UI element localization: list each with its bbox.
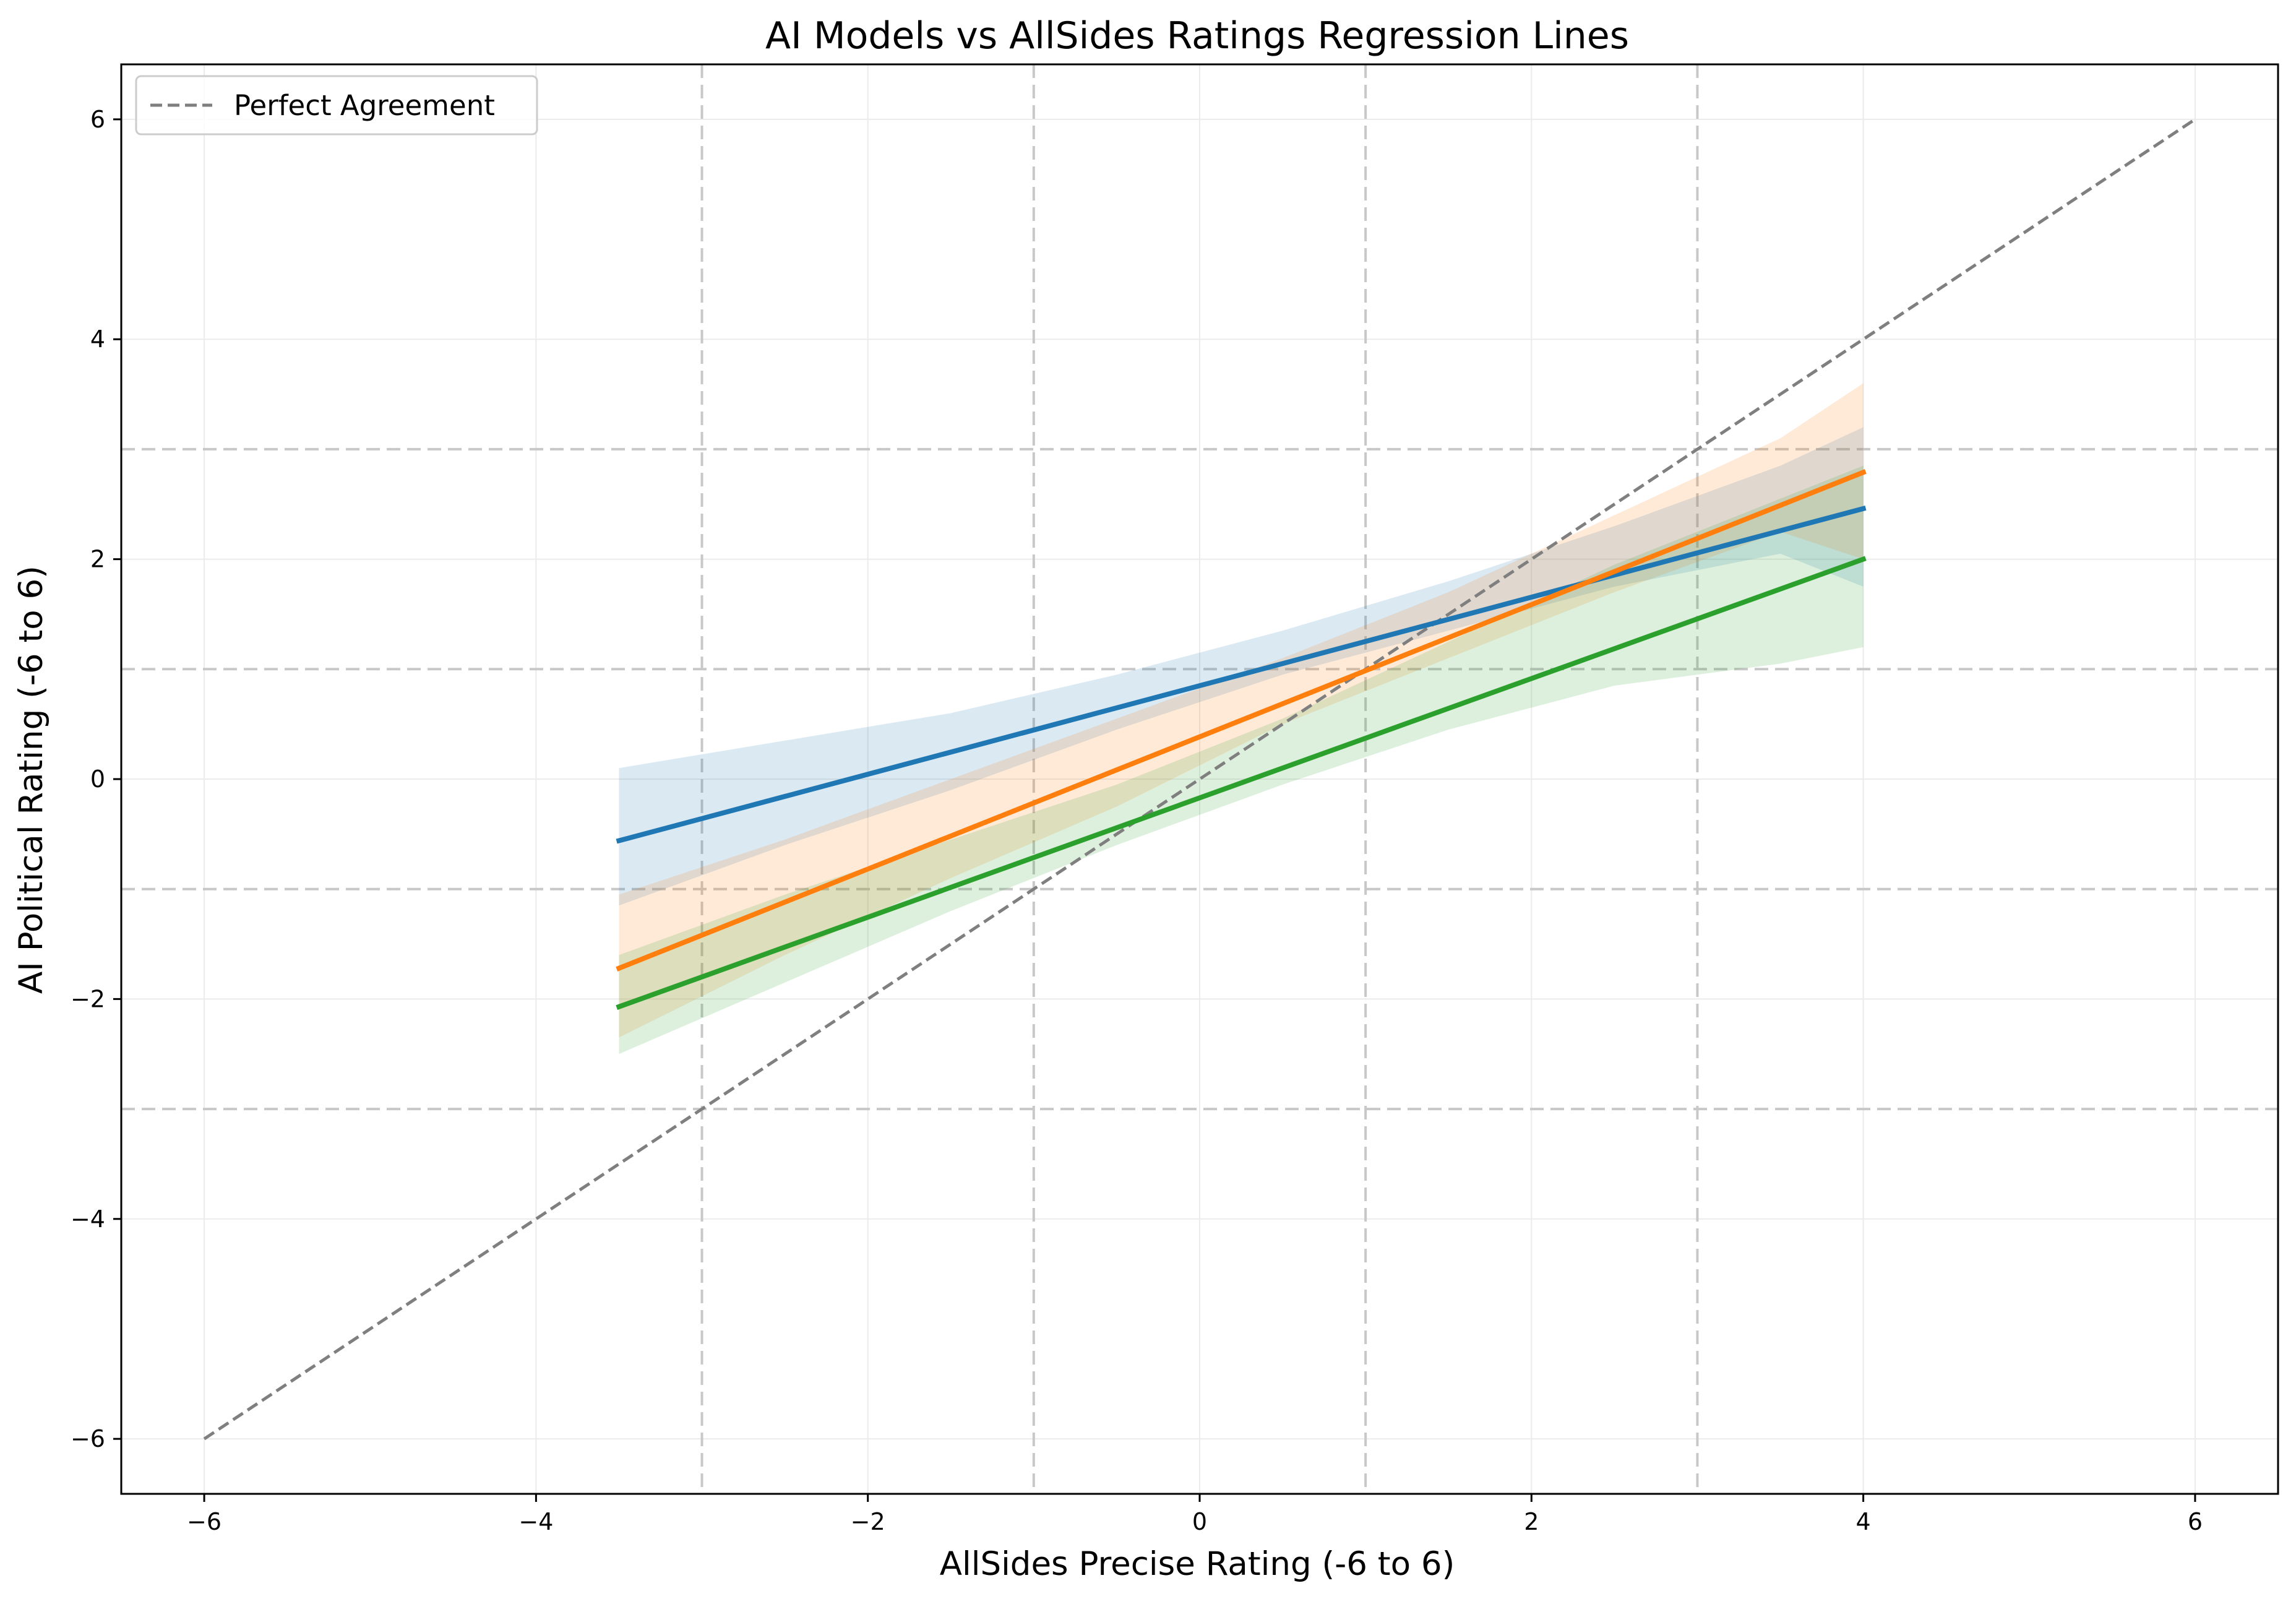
legend-box	[135, 75, 538, 136]
y-tick-label: 0	[90, 765, 105, 793]
confidence-band-0	[619, 427, 1864, 906]
x-tick-label: 6	[2188, 1508, 2203, 1535]
regression-line-0	[616, 505, 1867, 844]
y-tick-label: −4	[71, 1205, 105, 1233]
axis-ticks: −6 −4 −2 0 2 4 6 −6 −4 −2 0 2 4 6	[71, 106, 2203, 1535]
regression-line-2	[616, 556, 1867, 1010]
grid-layer	[121, 64, 2278, 1494]
x-axis-label: AllSides Precise Rating (-6 to 6)	[940, 1545, 1455, 1583]
x-tick-label: 4	[1856, 1508, 1871, 1535]
x-tick-label: −6	[187, 1508, 221, 1535]
chart-title: AI Models vs AllSides Ratings Regression…	[765, 14, 1629, 58]
regression-line-1	[616, 469, 1867, 972]
legend: Perfect Agreement	[135, 75, 538, 136]
legend-label-perfect-agreement: Perfect Agreement	[234, 89, 495, 122]
y-tick-label: −2	[71, 985, 105, 1012]
y-tick-label: 4	[90, 326, 105, 353]
y-axis-label: AI Political Rating (-6 to 6)	[12, 566, 50, 994]
y-tick-label: 6	[90, 106, 105, 133]
x-tick-label: 0	[1192, 1508, 1207, 1535]
confidence-band-2	[619, 465, 1864, 1054]
regression-lines	[616, 469, 1867, 1010]
x-tick-label: −4	[518, 1508, 553, 1535]
y-tick-label: −6	[71, 1425, 105, 1452]
y-tick-label: 2	[90, 546, 105, 573]
x-tick-label: −2	[851, 1508, 885, 1535]
reference-lines	[121, 64, 2278, 1494]
x-tick-label: 2	[1524, 1508, 1539, 1535]
